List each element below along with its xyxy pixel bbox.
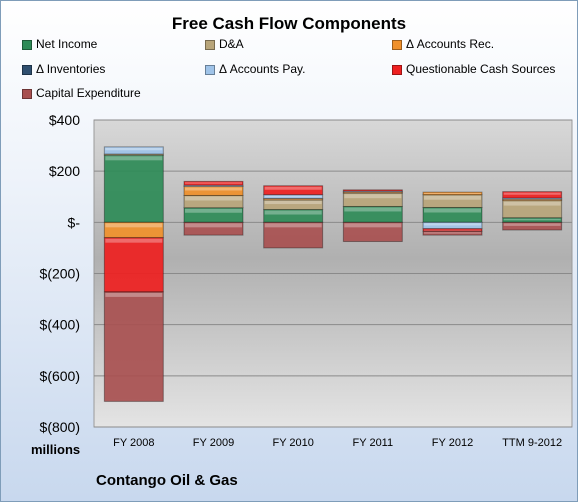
- legend-swatch: [205, 39, 215, 50]
- bar-highlight: [185, 182, 242, 184]
- bar-segment: [422, 191, 483, 196]
- bar-highlight: [105, 292, 163, 297]
- legend-entry: Questionable Cash Sources: [392, 62, 555, 76]
- bar-segment: [422, 230, 483, 236]
- x-tick-label: FY 2008: [113, 437, 154, 449]
- bar-highlight: [424, 208, 481, 213]
- bar-segment: [502, 191, 563, 199]
- bar-highlight: [105, 238, 163, 243]
- legend-swatch: [205, 64, 215, 75]
- bar-segment: [342, 190, 403, 193]
- bar-highlight: [344, 223, 402, 228]
- legend-label: Δ Accounts Pay.: [219, 62, 306, 76]
- bar-highlight: [264, 223, 322, 228]
- legend-swatch: [22, 64, 32, 75]
- bar-segment: [502, 221, 563, 231]
- bar-highlight: [503, 192, 561, 195]
- bar-segment: [183, 221, 244, 236]
- bar-highlight: [264, 210, 322, 215]
- bar-highlight: [105, 156, 163, 161]
- legend-label: Questionable Cash Sources: [406, 62, 556, 76]
- y-tick-label: $(600): [40, 368, 80, 384]
- x-tick-label: FY 2012: [432, 437, 473, 449]
- y-tick-label: $(800): [40, 419, 80, 435]
- bar-segment: [263, 221, 324, 249]
- bar-highlight: [503, 218, 561, 221]
- bar-highlight: [185, 223, 242, 228]
- bar-segment: [263, 185, 324, 196]
- x-tick-label: FY 2009: [193, 437, 234, 449]
- bar-highlight: [185, 208, 242, 213]
- legend-entry: D&A: [205, 37, 244, 51]
- legend-swatch: [392, 64, 402, 75]
- legend-label: Δ Inventories: [36, 62, 106, 76]
- bar-highlight: [424, 232, 481, 234]
- x-tick-label: FY 2010: [272, 437, 313, 449]
- bar-segment: [103, 154, 164, 223]
- bar-highlight: [503, 201, 561, 206]
- legend-entry: Δ Inventories: [22, 62, 105, 76]
- bar-highlight: [264, 195, 322, 197]
- unit-label: millions: [31, 442, 80, 457]
- legend-entry: Capital Expenditure: [22, 86, 141, 100]
- bar-segment: [422, 221, 483, 230]
- x-tick-label: TTM 9-2012: [502, 437, 562, 449]
- bar-highlight: [424, 229, 481, 231]
- bar-highlight: [344, 207, 402, 212]
- bar-segment: [342, 189, 403, 192]
- bar-segment: [342, 221, 403, 243]
- y-tick-label: $200: [49, 163, 80, 179]
- bar-segment: [103, 146, 164, 155]
- legend-entry: Δ Accounts Pay.: [205, 62, 306, 76]
- bar-highlight: [503, 223, 561, 226]
- legend-label: Δ Accounts Rec.: [406, 37, 495, 51]
- bar-segment: [263, 199, 324, 211]
- bar-segment: [183, 180, 244, 186]
- bar-highlight: [105, 147, 163, 151]
- y-tick-label: $(400): [40, 317, 80, 333]
- legend-label: Capital Expenditure: [36, 86, 141, 100]
- bar-highlight: [185, 196, 242, 201]
- bar-highlight: [105, 223, 163, 228]
- bar-highlight: [185, 187, 242, 191]
- legend-label: D&A: [219, 37, 244, 51]
- bar-segment: [183, 194, 244, 209]
- bar-highlight: [344, 194, 402, 199]
- bar-segment: [263, 194, 324, 200]
- bar-segment: [502, 198, 563, 202]
- legend-label: Net Income: [36, 37, 98, 51]
- bar-segment: [342, 192, 403, 207]
- x-tick-label: FY 2011: [353, 437, 394, 449]
- y-tick-label: $(200): [40, 266, 80, 282]
- bar-highlight: [424, 223, 481, 226]
- bar-highlight: [264, 186, 322, 190]
- bar-highlight: [424, 195, 481, 200]
- chart-title: Free Cash Flow Components: [171, 14, 407, 33]
- y-tick-label: $-: [68, 214, 81, 230]
- bar-highlight: [424, 193, 481, 194]
- y-tick-label: $400: [49, 112, 80, 128]
- bar-segment: [103, 291, 164, 402]
- legend-swatch: [22, 39, 32, 50]
- legend-swatch: [392, 39, 402, 50]
- bar-segment: [183, 184, 244, 188]
- legend-entry: Δ Accounts Rec.: [392, 37, 494, 51]
- bar-highlight: [264, 200, 322, 205]
- legend-swatch: [22, 88, 32, 99]
- company-name: Contango Oil & Gas: [96, 472, 238, 489]
- legend-entry: Net Income: [22, 37, 97, 51]
- bar-segment: [103, 237, 164, 293]
